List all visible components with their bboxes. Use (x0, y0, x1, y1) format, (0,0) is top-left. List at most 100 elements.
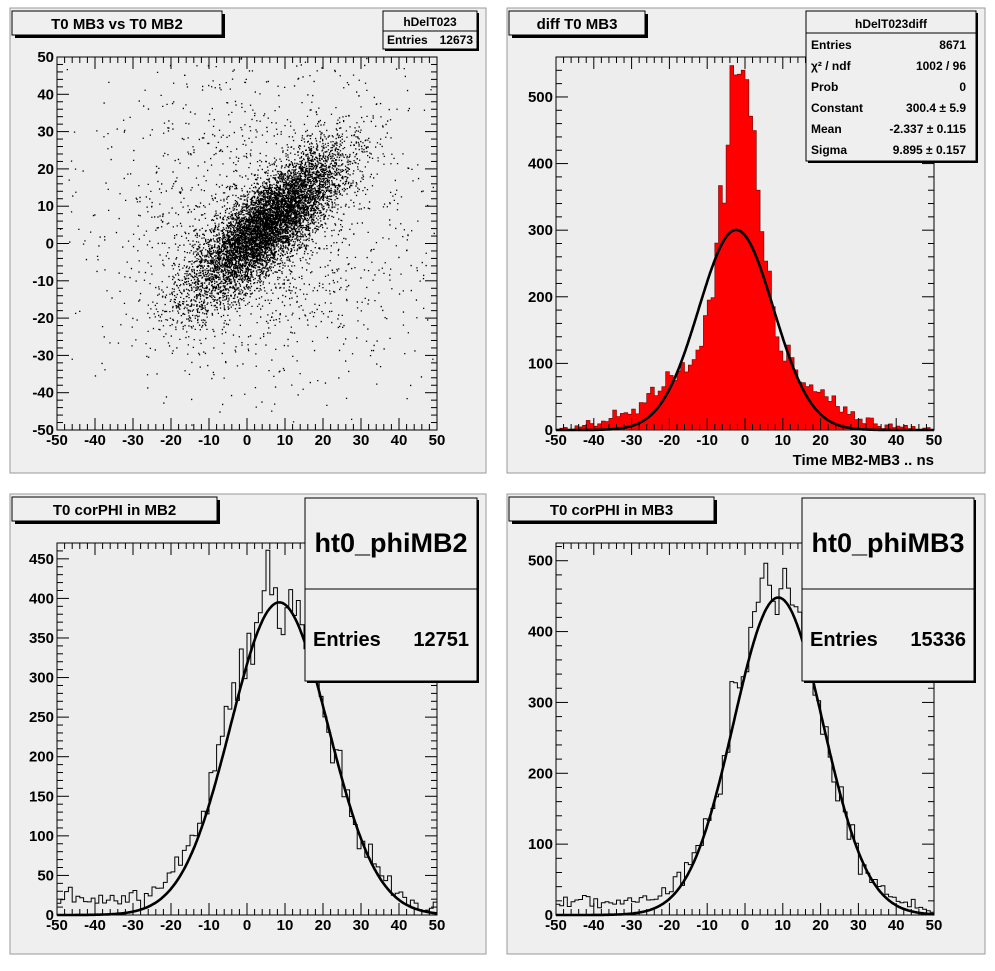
x-tick-label: -50 (545, 432, 567, 449)
stats-row-label: Entries (387, 33, 428, 47)
stats-row-label: Prob (811, 80, 838, 94)
x-tick-label: 20 (812, 917, 829, 934)
title-box (11, 10, 223, 36)
stats-frame (382, 10, 478, 50)
chart-title: T0 corPHI in MB2 (53, 502, 176, 519)
stats-name: hDelT023 (403, 15, 457, 29)
x-tick-label: 30 (850, 917, 867, 934)
stats-row-label: Entries (811, 38, 852, 52)
pad-4: -50 -40 -30 -20 -10 0 10 20 30 40 5001002003004005… (506, 493, 986, 955)
x-tick-label: 50 (429, 432, 446, 449)
y-tick-label: 300 (528, 222, 553, 239)
y-tick-label: 200 (29, 749, 54, 766)
stats-box: ht0_phiMB2 Entries 12751 (304, 497, 479, 683)
x-tick-label: 10 (774, 432, 791, 449)
y-tick-label: 250 (29, 709, 54, 726)
x-tick-label: 40 (391, 432, 408, 449)
stats-box: hDelT023 Entries 12673 (382, 10, 479, 51)
x-tick-label: 50 (429, 917, 446, 934)
x-tick-label: 50 (926, 432, 943, 449)
chart-title: T0 corPHI in MB3 (550, 502, 673, 519)
x-tick-label: 20 (315, 432, 332, 449)
histogram-line (56, 549, 438, 915)
stats-row-label: Mean (811, 122, 842, 136)
pad-1: -50 -40 -30 -20 -10 0 10 20 30 40 50 -50 -40 -30 -20 -1… (9, 7, 487, 474)
x-tick-label: 10 (277, 432, 294, 449)
axes: -50 -40 -30 -20 -10 0 10 20 30 40 5001002003004005… (528, 543, 942, 934)
y-tick-label: 0 (46, 907, 54, 924)
chart-title: diff T0 MB3 (537, 16, 618, 33)
y-tick-label: 0 (545, 422, 553, 439)
plot-area (555, 562, 935, 917)
y-tick-label: 200 (528, 765, 553, 782)
pad-2: -50 -40 -30 -20 -10 0 10 20 30 40 5001002003004005… (506, 7, 986, 474)
x-tick-label: -30 (122, 432, 144, 449)
fit-curve (556, 228, 934, 432)
stats-row-value: -2.337 ± 0.115 (889, 122, 966, 136)
y-tick-label: 100 (29, 828, 54, 845)
y-tick-label: 450 (29, 551, 54, 568)
stats-row-label: Entries (313, 629, 381, 651)
stats-row-value: 1002 / 96 (916, 59, 966, 73)
y-tick-label: 10 (37, 198, 54, 215)
x-tick-label: 0 (243, 917, 251, 934)
x-tick-label: -30 (122, 917, 144, 934)
x-tick-label: 50 (926, 917, 943, 934)
y-tick-label: 400 (528, 156, 553, 173)
stats-name: hDelT023diff (855, 17, 928, 31)
y-tick-label: 30 (37, 124, 54, 141)
x-tick-label: -30 (621, 432, 643, 449)
y-tick-label: 400 (29, 590, 54, 607)
y-tick-label: 150 (29, 788, 54, 805)
x-tick-label: 0 (741, 917, 749, 934)
x-tick-label: 40 (888, 917, 905, 934)
y-tick-label: 500 (528, 89, 553, 106)
x-tick-label: -40 (84, 432, 106, 449)
x-tick-label: 40 (888, 432, 905, 449)
stats-name: ht0_phiMB3 (811, 528, 964, 558)
y-tick-label: 100 (528, 355, 553, 372)
title-box (508, 10, 646, 36)
y-tick-label: -10 (32, 273, 54, 290)
x-tick-label: 0 (243, 432, 251, 449)
stats-row-value: 8671 (939, 38, 966, 52)
x-tick-label: -50 (545, 917, 567, 934)
fit-curve (556, 596, 935, 917)
axes: -50 -40 -30 -20 -10 0 10 20 30 40 50 -50 -40 -30 -20 -1… (32, 49, 445, 449)
title-box (508, 496, 715, 522)
x-tick-label: -40 (583, 917, 605, 934)
x-tick-label: -40 (583, 432, 605, 449)
chart-title: T0 MB3 vs T0 MB2 (51, 16, 183, 33)
scatter-points (59, 57, 435, 426)
stats-row-value: 15336 (910, 629, 966, 651)
x-tick-label: -10 (198, 917, 220, 934)
stats-row-label: Constant (811, 101, 863, 115)
y-tick-label: 100 (528, 836, 553, 853)
stats-row-value: 9.895 ± 0.157 (893, 143, 967, 157)
y-tick-label: 50 (37, 867, 54, 884)
x-tick-label: -50 (46, 917, 68, 934)
x-tick-label: 20 (315, 917, 332, 934)
stats-row-label: Sigma (811, 143, 847, 157)
x-tick-label: -10 (696, 917, 718, 934)
stats-frame (805, 10, 977, 162)
axes: -50 -40 -30 -20 -10 0 10 20 30 40 50 0 50 100 150 200 25… (29, 542, 446, 934)
x-tick-label: 30 (353, 917, 370, 934)
x-tick-label: -20 (659, 917, 681, 934)
x-tick-label: 20 (812, 432, 829, 449)
histogram-bars (555, 65, 935, 431)
y-tick-label: 350 (29, 630, 54, 647)
y-tick-label: 20 (37, 161, 54, 178)
stats-row-label: Entries (810, 629, 878, 651)
x-tick-label: -20 (160, 432, 182, 449)
y-tick-label: -40 (32, 385, 54, 402)
stats-row-value: 12751 (413, 629, 469, 651)
plot-area (555, 65, 935, 432)
plot-area (59, 57, 435, 426)
x-tick-label: 30 (850, 432, 867, 449)
y-tick-label: 200 (528, 289, 553, 306)
x-tick-label: -10 (696, 432, 718, 449)
x-tick-label: 10 (774, 917, 791, 934)
x-tick-label: 30 (353, 432, 370, 449)
